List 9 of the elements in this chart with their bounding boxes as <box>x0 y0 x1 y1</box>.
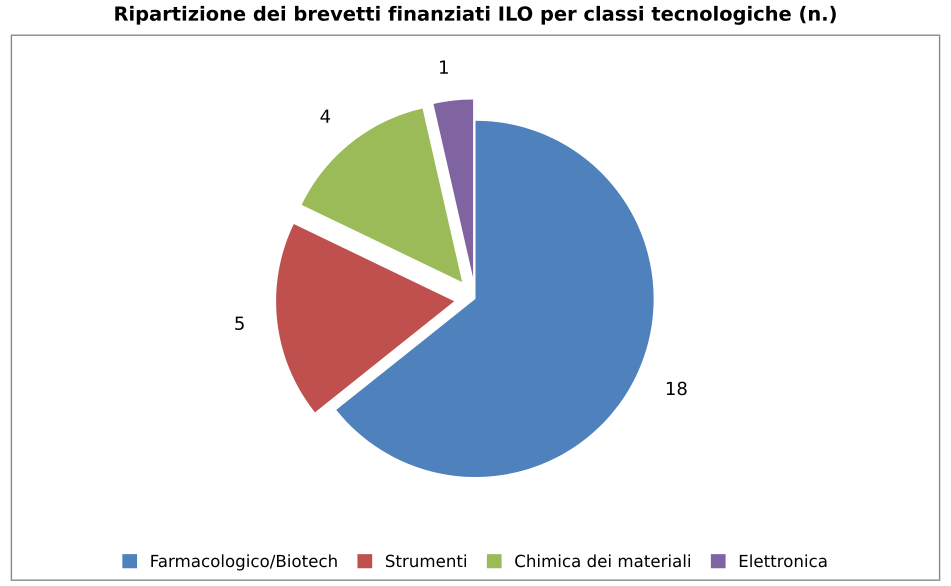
data-label: 5 <box>235 316 244 330</box>
chart-title: Ripartizione dei brevetti finanziati ILO per classi tecnologiche (n.) <box>115 6 836 25</box>
data-label: 18 <box>666 382 687 396</box>
legend-label: Chimica dei materiali <box>515 554 690 568</box>
legend-label: Farmacologico/Biotech <box>151 554 337 570</box>
data-label: 4 <box>320 110 330 123</box>
legend-label: Elettronica <box>740 554 826 568</box>
legend-label: Strumenti <box>386 554 466 568</box>
data-label: 1 <box>440 60 448 74</box>
